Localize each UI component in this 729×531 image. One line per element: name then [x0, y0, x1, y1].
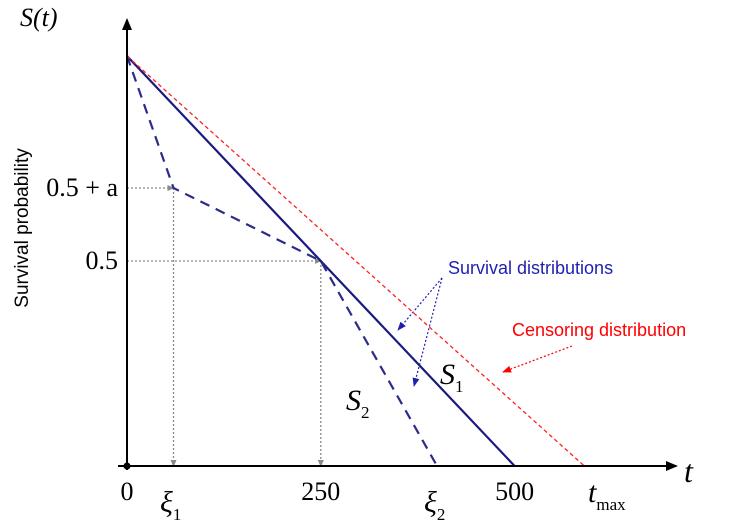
xi2-symbol: ξ2 [424, 486, 445, 524]
x-tick-label: 500 [495, 477, 534, 506]
series-lines [125, 55, 585, 467]
series-censoring-line [126, 55, 585, 467]
s2-label: S2 [346, 384, 370, 422]
x-tick-label: 250 [301, 477, 340, 506]
censoring-pointer [502, 345, 573, 373]
series-s1-line [126, 55, 516, 467]
y-tick-label: 0.5 [86, 246, 119, 275]
y-side-label: Survival probability [12, 148, 33, 308]
s1-label: S1 [440, 358, 464, 396]
tick-labels: 0 250 500 0.5 0.5 + a [46, 173, 534, 506]
series-s2-line [125, 55, 439, 467]
guide-lines [127, 185, 324, 467]
y-axis-label: S(t) [20, 3, 58, 32]
x-tick-label: 0 [121, 477, 134, 506]
survival-pointer-s2 [412, 277, 443, 387]
tmax-symbol: tmax [588, 476, 626, 514]
survival-distributions-annotation: Survival distributions [448, 258, 613, 278]
survival-pointer-s1 [397, 277, 443, 331]
censoring-distribution-annotation: Censoring distribution [512, 320, 686, 340]
origin-dot [123, 462, 131, 470]
x-axis-label: t [684, 453, 694, 489]
y-tick-label: 0.5 + a [46, 173, 118, 202]
xi1-symbol: ξ1 [160, 486, 181, 524]
